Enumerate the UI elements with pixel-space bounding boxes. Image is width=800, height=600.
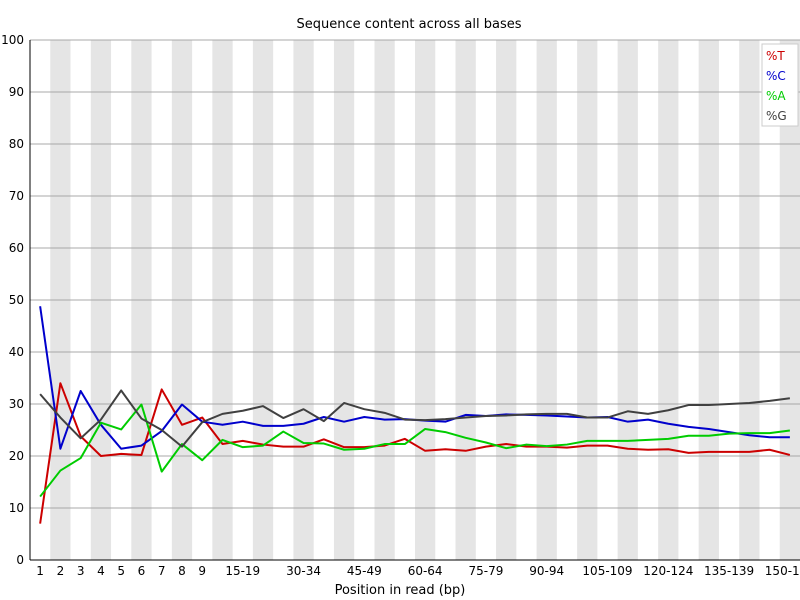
y-tick-label: 90 <box>9 85 24 99</box>
x-tick-label: 4 <box>97 564 105 578</box>
legend-item-t: %T <box>766 49 785 63</box>
y-tick-label: 60 <box>9 241 24 255</box>
x-tick-label: 6 <box>138 564 146 578</box>
y-tick-label: 80 <box>9 137 24 151</box>
x-axis-title: Position in read (bp) <box>335 583 466 598</box>
x-tick-label: 15-19 <box>225 564 260 578</box>
x-tick-label: 135-139 <box>704 564 754 578</box>
x-tick-labels: 1 2 3 4 5 6 7 8 9 15-19 30-34 45-49 60-64 75-79 90-94 1… <box>36 564 800 578</box>
legend-item-a: %A <box>766 89 786 103</box>
x-tick-label: 8 <box>178 564 186 578</box>
series-line-t <box>39 382 791 524</box>
y-tick-label: 20 <box>9 449 24 463</box>
y-tick-label: 70 <box>9 189 24 203</box>
legend: %T %C %A %G <box>761 43 799 127</box>
legend-item-g: %G <box>766 109 787 123</box>
x-tick-label: 2 <box>57 564 65 578</box>
x-tick-label: 105-109 <box>582 564 632 578</box>
series-line-g <box>39 389 790 448</box>
y-tick-label: 50 <box>9 293 24 307</box>
y-tick-label: 40 <box>9 345 24 359</box>
x-tick-label: 7 <box>158 564 166 578</box>
x-tick-label: 5 <box>117 564 125 578</box>
y-tick-labels: 0 10 20 30 40 50 60 70 80 90 100 <box>1 33 24 567</box>
x-tick-label: 150-151 <box>765 564 800 578</box>
x-tick-label: 3 <box>77 564 85 578</box>
x-tick-label: 1 <box>36 564 44 578</box>
series-line-a <box>39 403 790 498</box>
x-tick-label: 45-49 <box>347 564 382 578</box>
x-tick-label: 120-124 <box>643 564 693 578</box>
x-tick-label: 30-34 <box>286 564 321 578</box>
y-tick-label: 30 <box>9 397 24 411</box>
alternating-bands <box>50 40 800 560</box>
x-tick-label: 75-79 <box>468 564 503 578</box>
y-tick-label: 10 <box>9 501 24 515</box>
legend-item-c: %C <box>766 69 786 83</box>
chart-title: Sequence content across all bases <box>296 17 521 32</box>
horizontal-gridlines <box>30 39 800 509</box>
axes <box>29 40 800 561</box>
legend-box <box>761 43 799 127</box>
y-tick-label: 100 <box>1 33 24 47</box>
x-tick-label: 9 <box>198 564 206 578</box>
y-tick-label: 0 <box>16 553 24 567</box>
series-lines <box>39 306 791 524</box>
x-tick-label: 60-64 <box>408 564 443 578</box>
x-tick-label: 90-94 <box>529 564 564 578</box>
